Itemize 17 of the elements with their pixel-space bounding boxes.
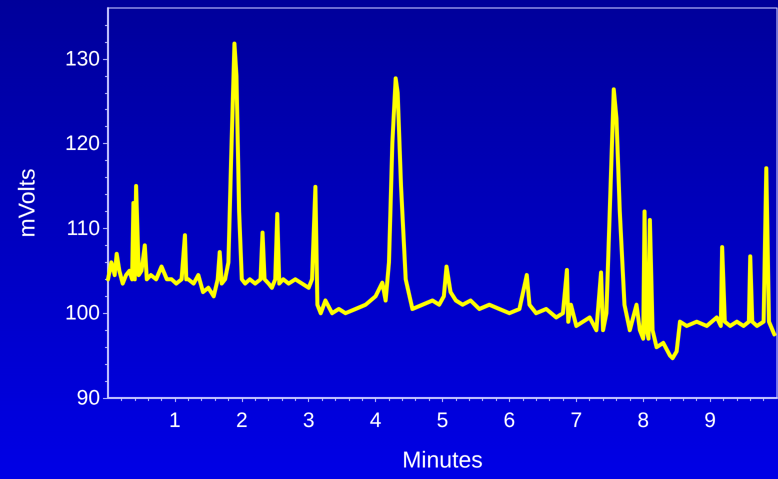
x-tick-label: 9 [704, 409, 716, 432]
x-tick-label: 5 [436, 409, 448, 432]
x-tick-label: 3 [302, 409, 315, 432]
x-tick-label: 8 [637, 409, 650, 432]
x-tick-label: 2 [236, 409, 248, 432]
y-tick-label: 90 [76, 386, 100, 410]
x-tick-label: 1 [169, 409, 181, 432]
x-tick-label: 4 [370, 409, 382, 432]
y-axis-title: mVolts [14, 168, 40, 238]
line-series [106, 42, 776, 360]
y-tick-label: 110 [66, 216, 100, 240]
y-tick-label: 100 [64, 302, 100, 325]
x-axis-title: Minutes [402, 446, 483, 472]
x-tick-label: 7 [570, 409, 582, 432]
x-tick-label: 6 [504, 409, 516, 432]
y-tick-label: 120 [64, 132, 100, 156]
y-tick-label: 130 [64, 47, 100, 70]
